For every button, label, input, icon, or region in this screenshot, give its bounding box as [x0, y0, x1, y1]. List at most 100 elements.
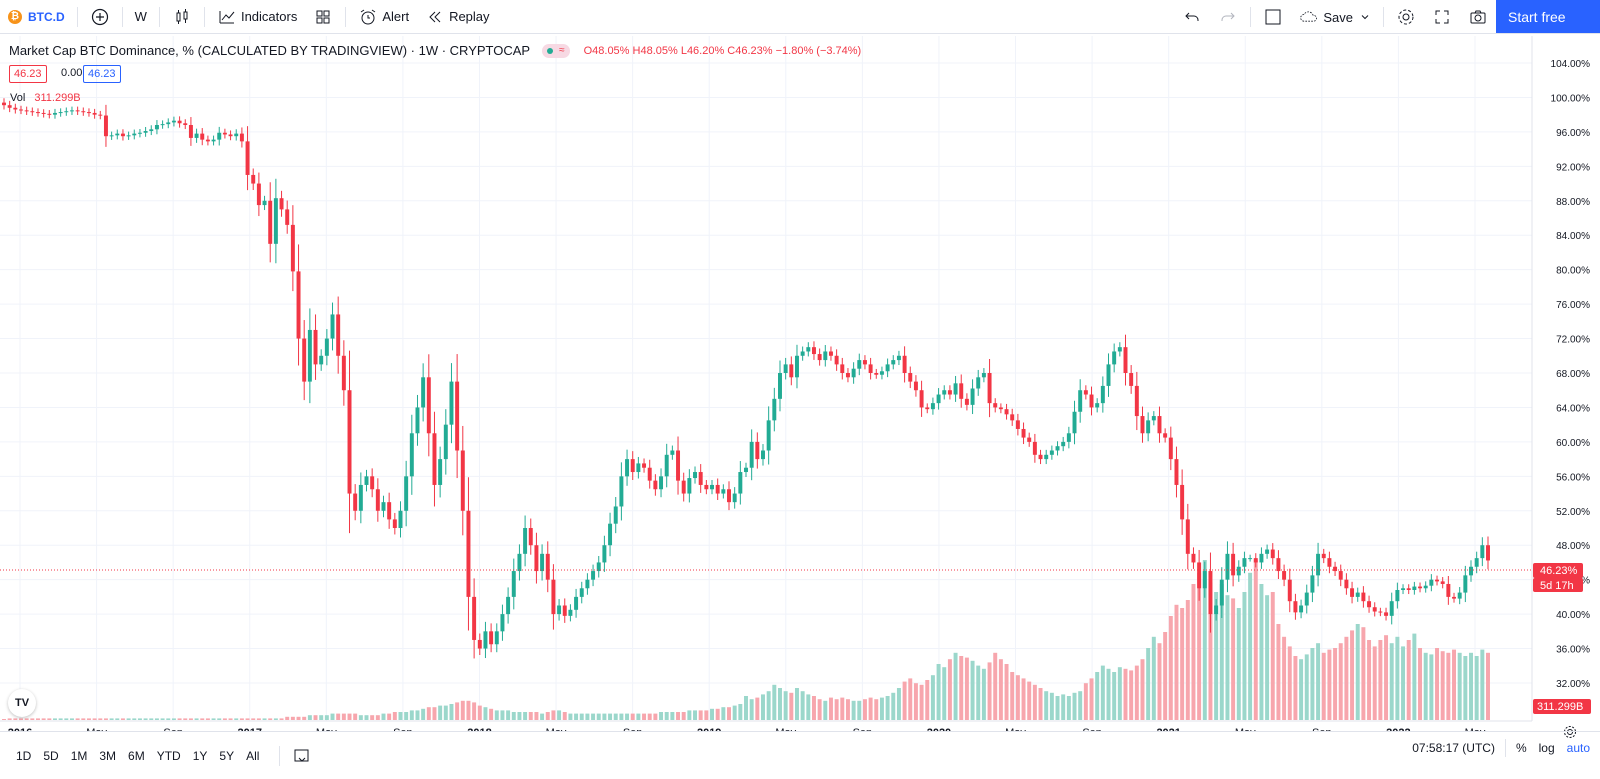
ask-price-box[interactable]: 46.23	[83, 65, 121, 83]
candle-body	[132, 133, 137, 136]
undo-button[interactable]	[1174, 0, 1210, 34]
candle-body	[874, 373, 879, 375]
status-dot-icon	[547, 47, 554, 54]
volume-bar	[1174, 604, 1179, 720]
volume-bar	[426, 707, 431, 720]
tradingview-logo[interactable]: TV	[8, 689, 36, 717]
volume-bar	[806, 694, 811, 720]
range-button-3m[interactable]: 3M	[99, 748, 117, 763]
chart-type-button[interactable]	[164, 0, 200, 34]
volume-bar	[1038, 688, 1043, 720]
interval-button[interactable]: W	[127, 0, 155, 34]
candle-body	[115, 133, 120, 136]
volume-bar	[1474, 656, 1479, 720]
volume-bar	[1044, 691, 1049, 720]
candle-body	[330, 314, 335, 339]
start-free-button[interactable]: Start free	[1496, 0, 1600, 33]
settings-button[interactable]	[1388, 0, 1424, 34]
candle-body	[1134, 385, 1139, 417]
goto-date-button[interactable]	[284, 739, 320, 773]
auto-toggle[interactable]: auto	[1566, 741, 1590, 755]
candle-body	[1469, 566, 1473, 576]
range-button-1d[interactable]: 1D	[16, 748, 32, 763]
candle-body	[845, 373, 850, 378]
volume-bar	[1032, 684, 1037, 720]
volume-bar	[517, 712, 522, 720]
candle-body	[1389, 601, 1394, 616]
compare-button[interactable]	[82, 0, 118, 34]
range-button-1y[interactable]: 1Y	[192, 748, 208, 763]
volume-bar	[670, 712, 675, 720]
candle-body	[477, 639, 482, 649]
range-button-all[interactable]: All	[246, 748, 260, 763]
candle-body	[1049, 450, 1054, 455]
candle-body	[732, 493, 737, 503]
volume-bar	[443, 705, 448, 720]
candle-body	[1044, 454, 1049, 460]
volume-bar	[789, 692, 794, 720]
redo-button[interactable]	[1210, 0, 1246, 34]
volume-bar	[234, 718, 239, 720]
replay-button[interactable]: Replay	[417, 0, 497, 34]
axis-settings-icon[interactable]	[1562, 724, 1578, 740]
candle-body	[811, 347, 816, 355]
templates-button[interactable]	[305, 0, 341, 34]
symbol-search[interactable]: ₿ BTC.D	[0, 0, 73, 34]
volume-bar	[1463, 656, 1468, 720]
volume-bar	[834, 699, 839, 720]
candle-body	[647, 467, 652, 481]
volume-bar	[438, 705, 443, 720]
volume-bar	[13, 718, 18, 720]
candle-body	[341, 355, 346, 391]
percent-toggle[interactable]: %	[1515, 741, 1527, 755]
indicators-button[interactable]: Indicators	[209, 0, 305, 34]
candle-body	[608, 523, 613, 546]
market-status-pill[interactable]: ≈	[542, 43, 570, 58]
candle-body	[109, 135, 114, 137]
volume-bar	[1480, 649, 1485, 720]
volume-bar	[840, 697, 845, 720]
volume-bar	[1429, 654, 1434, 720]
volume-bar	[313, 715, 318, 720]
log-toggle[interactable]: log	[1538, 741, 1555, 755]
candle-body	[500, 614, 505, 632]
candle-body	[324, 338, 329, 356]
clock-label[interactable]: 07:58:17 (UTC)	[1412, 741, 1495, 755]
time-tick-label: May	[86, 727, 107, 731]
fullscreen-button[interactable]	[1424, 0, 1460, 34]
candle-body	[251, 174, 256, 184]
price-tick-label: 76.00%	[1556, 300, 1590, 311]
volume-bar	[800, 691, 805, 720]
candle-body	[98, 114, 103, 116]
candle-body	[449, 381, 454, 425]
range-button-ytd[interactable]: YTD	[156, 748, 181, 763]
volume-bar	[109, 718, 114, 720]
candle-body	[137, 132, 142, 134]
range-button-6m[interactable]: 6M	[128, 748, 145, 763]
range-button-5y[interactable]: 5Y	[219, 748, 235, 763]
volume-bar	[285, 716, 290, 720]
snapshot-button[interactable]	[1460, 0, 1496, 34]
volume-bar	[1151, 636, 1156, 720]
volume-bar	[404, 712, 409, 720]
candle-body	[404, 476, 409, 511]
candle-body	[1151, 416, 1156, 421]
save-button[interactable]: Save	[1291, 0, 1379, 34]
time-tick-label: May	[1005, 727, 1026, 731]
candle-body	[443, 424, 448, 460]
volume-bar	[930, 675, 935, 720]
replay-icon	[429, 11, 441, 22]
range-button-1m[interactable]: 1M	[70, 748, 88, 763]
candle-body	[200, 133, 205, 140]
volume-series	[2, 560, 1490, 720]
volume-bar	[1452, 649, 1456, 720]
layout-button[interactable]	[1255, 0, 1291, 34]
price-chart[interactable]: 32.00%36.00%40.00%44.00%48.00%52.00%56.0…	[0, 0, 1600, 731]
price-tick-label: 100.00%	[1551, 93, 1591, 104]
volume-bar	[1270, 592, 1275, 720]
volume-bar	[721, 707, 726, 720]
candle-body	[262, 200, 267, 206]
bid-price-box[interactable]: 46.23	[9, 65, 47, 83]
range-button-5d[interactable]: 5D	[43, 748, 59, 763]
alert-button[interactable]: Alert	[350, 0, 417, 34]
